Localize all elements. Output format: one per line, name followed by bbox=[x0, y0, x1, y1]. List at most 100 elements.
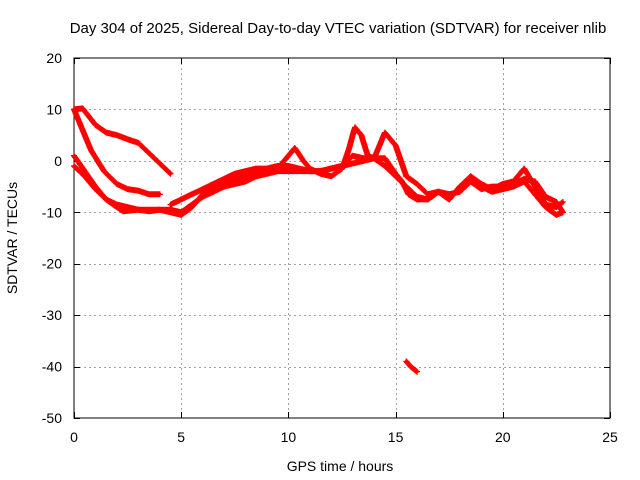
data-point bbox=[286, 164, 290, 168]
data-point bbox=[93, 187, 97, 191]
data-point bbox=[353, 125, 357, 129]
data-point bbox=[211, 190, 215, 194]
data-point bbox=[490, 185, 494, 189]
data-point bbox=[136, 208, 140, 212]
data-point bbox=[104, 197, 108, 201]
data-point bbox=[233, 177, 237, 181]
data-point bbox=[522, 167, 526, 171]
data-point bbox=[222, 177, 226, 181]
data-point bbox=[115, 203, 119, 207]
x-tick-label: 15 bbox=[388, 429, 404, 445]
y-tick-label: -30 bbox=[42, 307, 62, 323]
x-axis-label: GPS time / hours bbox=[287, 458, 394, 474]
data-point bbox=[78, 123, 82, 127]
data-point bbox=[479, 187, 483, 191]
data-point bbox=[426, 192, 430, 196]
y-tick-label: -10 bbox=[42, 204, 62, 220]
data-point bbox=[265, 172, 269, 176]
y-tick-label: -50 bbox=[42, 410, 62, 426]
data-point bbox=[319, 169, 323, 173]
ticks: 0 5 10 15 20 25 -50 -40 -30 -20 -10 0 10 20 bbox=[42, 50, 618, 445]
data-point bbox=[121, 209, 125, 213]
data-point bbox=[265, 167, 269, 171]
data-point bbox=[81, 106, 85, 110]
data-point bbox=[351, 154, 355, 158]
y-tick-label: 20 bbox=[46, 50, 62, 66]
data-point bbox=[297, 167, 301, 171]
data-point bbox=[286, 154, 290, 158]
data-point bbox=[190, 203, 194, 207]
x-tick-label: 0 bbox=[70, 429, 78, 445]
data-point bbox=[329, 174, 333, 178]
data-point bbox=[458, 185, 462, 189]
data-point bbox=[72, 164, 76, 168]
data-point bbox=[168, 208, 172, 212]
data-point bbox=[447, 192, 451, 196]
data-point bbox=[554, 200, 558, 204]
data-point bbox=[329, 167, 333, 171]
data-point bbox=[308, 169, 312, 173]
data-point bbox=[147, 192, 151, 196]
data-point bbox=[394, 174, 398, 178]
data-point bbox=[544, 205, 548, 209]
data-point bbox=[136, 141, 140, 145]
data-point bbox=[469, 179, 473, 183]
data-point bbox=[293, 146, 297, 150]
x-tick-label: 10 bbox=[281, 429, 297, 445]
data-point bbox=[126, 137, 130, 141]
data-point bbox=[115, 182, 119, 186]
data-point bbox=[254, 167, 258, 171]
data-point bbox=[168, 203, 172, 207]
data-point bbox=[83, 169, 87, 173]
data-point bbox=[383, 164, 387, 168]
data-point bbox=[244, 179, 248, 183]
series-track-6 bbox=[403, 358, 420, 375]
y-tick-label: 0 bbox=[54, 153, 62, 169]
data-point bbox=[554, 213, 558, 217]
data-point bbox=[383, 156, 387, 160]
data-point bbox=[409, 365, 413, 369]
y-axis-label: SDTVAR / TECUs bbox=[4, 182, 20, 294]
data-point bbox=[211, 182, 215, 186]
data-point bbox=[426, 197, 430, 201]
data-point bbox=[404, 359, 408, 363]
data-point bbox=[346, 149, 350, 153]
data-point bbox=[436, 190, 440, 194]
data-point bbox=[533, 192, 537, 196]
data-point bbox=[136, 189, 140, 193]
data-point bbox=[147, 208, 151, 212]
data-point bbox=[126, 205, 130, 209]
data-point bbox=[89, 149, 93, 153]
data-point bbox=[244, 169, 248, 173]
data-point bbox=[276, 164, 280, 168]
data-point bbox=[276, 169, 280, 173]
data-point bbox=[351, 161, 355, 165]
x-tick-label: 20 bbox=[495, 429, 511, 445]
series bbox=[71, 105, 566, 375]
data-point bbox=[201, 187, 205, 191]
data-point bbox=[415, 182, 419, 186]
data-point bbox=[447, 197, 451, 201]
data-point bbox=[561, 200, 565, 204]
y-tick-label: -20 bbox=[42, 256, 62, 272]
data-point bbox=[158, 192, 162, 196]
data-point bbox=[179, 197, 183, 201]
series-track-5 bbox=[167, 129, 566, 216]
data-point bbox=[72, 154, 76, 158]
chart-title: Day 304 of 2025, Sidereal Day-to-day VTE… bbox=[70, 20, 607, 37]
data-point bbox=[359, 133, 363, 137]
data-point bbox=[415, 195, 419, 199]
data-point bbox=[93, 123, 97, 127]
data-point bbox=[406, 192, 410, 196]
data-point bbox=[286, 169, 290, 173]
data-point bbox=[72, 107, 76, 111]
data-point bbox=[115, 133, 119, 137]
data-point bbox=[340, 164, 344, 168]
data-point bbox=[233, 182, 237, 186]
data-point bbox=[522, 177, 526, 181]
data-point bbox=[301, 159, 305, 163]
data-point bbox=[158, 161, 162, 165]
data-point bbox=[254, 174, 258, 178]
data-point bbox=[415, 370, 419, 374]
